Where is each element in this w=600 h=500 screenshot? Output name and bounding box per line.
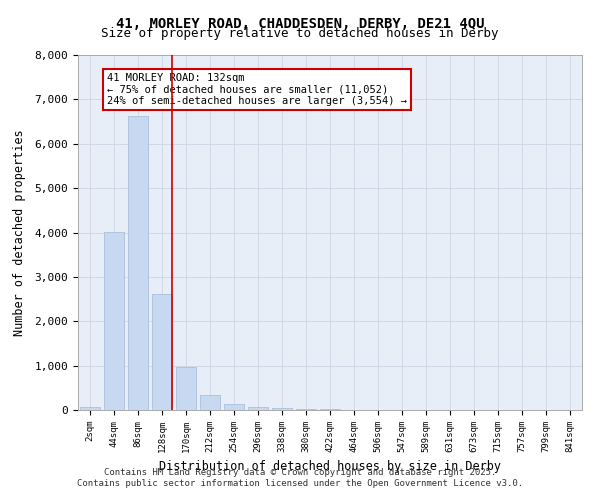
Bar: [152, 294, 172, 410]
Bar: [272, 408, 292, 410]
Bar: [104, 232, 124, 410]
Text: 41, MORLEY ROAD, CHADDESDEN, DERBY, DE21 4QU: 41, MORLEY ROAD, CHADDESDEN, DERBY, DE21…: [116, 18, 484, 32]
Bar: [176, 368, 196, 410]
Bar: [224, 404, 244, 410]
Y-axis label: Number of detached properties: Number of detached properties: [13, 129, 26, 336]
Bar: [320, 409, 340, 410]
Bar: [128, 116, 148, 410]
Bar: [200, 395, 220, 410]
Text: Contains HM Land Registry data © Crown copyright and database right 2025.
Contai: Contains HM Land Registry data © Crown c…: [77, 468, 523, 487]
Text: Size of property relative to detached houses in Derby: Size of property relative to detached ho…: [101, 28, 499, 40]
Text: 41 MORLEY ROAD: 132sqm
← 75% of detached houses are smaller (11,052)
24% of semi: 41 MORLEY ROAD: 132sqm ← 75% of detached…: [107, 73, 407, 106]
Bar: [80, 408, 100, 410]
Bar: [296, 408, 316, 410]
X-axis label: Distribution of detached houses by size in Derby: Distribution of detached houses by size …: [159, 460, 501, 473]
Bar: [248, 407, 268, 410]
